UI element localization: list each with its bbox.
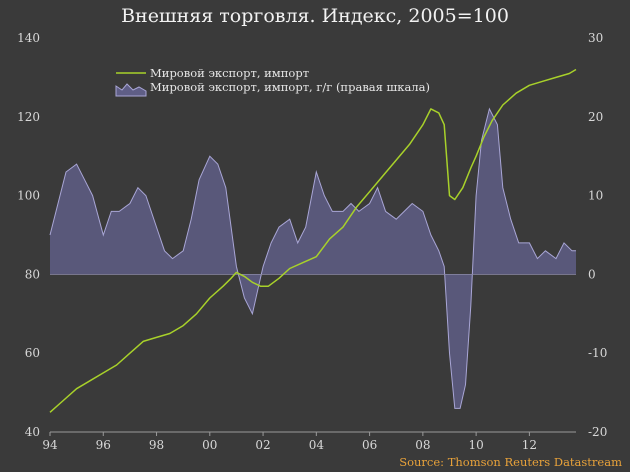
x-tick-label: 96 — [96, 438, 111, 452]
axes — [49, 431, 576, 436]
x-tick-label: 98 — [149, 438, 164, 452]
left-axis-ticks: 40 60 80 100 120 140 — [17, 31, 40, 439]
right-axis-ticks: -20 -10 0 10 20 30 — [588, 31, 607, 439]
right-tick-label: -20 — [588, 425, 607, 439]
left-tick-label: 60 — [25, 346, 40, 360]
x-tick-label: 06 — [362, 438, 377, 452]
x-tick-label: 12 — [522, 438, 537, 452]
legend-label-area: Мировой экспорт, импорт, г/г (правая шка… — [150, 80, 430, 94]
line-series-path — [49, 68, 577, 413]
legend-area-swatch — [115, 83, 147, 97]
x-tick-label: 08 — [415, 438, 430, 452]
left-tick-label: 40 — [25, 425, 40, 439]
left-tick-label: 120 — [17, 110, 40, 124]
right-tick-label: 30 — [588, 31, 603, 45]
legend: Мировой экспорт, импорт Мировой экспорт,… — [115, 66, 430, 97]
right-tick-label: 10 — [588, 189, 603, 203]
x-tick-label: 02 — [255, 438, 270, 452]
legend-label-line: Мировой экспорт, импорт — [150, 66, 309, 80]
line-series-layer — [49, 68, 577, 413]
right-tick-label: 20 — [588, 110, 603, 124]
source-note: Source: Thomson Reuters Datastream — [399, 455, 622, 469]
left-tick-label: 100 — [17, 189, 40, 203]
x-tick-label: 10 — [468, 438, 483, 452]
right-tick-label: 0 — [588, 267, 596, 281]
left-tick-label: 80 — [25, 267, 40, 281]
x-tick-label: 04 — [309, 438, 325, 452]
chart-title: Внешняя торговля. Индекс, 2005=100 — [121, 5, 509, 27]
x-tick-label: 00 — [202, 438, 217, 452]
area-series-outline — [49, 107, 576, 409]
x-tick-label: 94 — [42, 438, 58, 452]
left-tick-label: 140 — [17, 31, 40, 45]
right-tick-label: -10 — [588, 346, 607, 360]
x-axis-ticks: 94 96 98 00 02 04 06 08 10 12 — [42, 438, 537, 452]
